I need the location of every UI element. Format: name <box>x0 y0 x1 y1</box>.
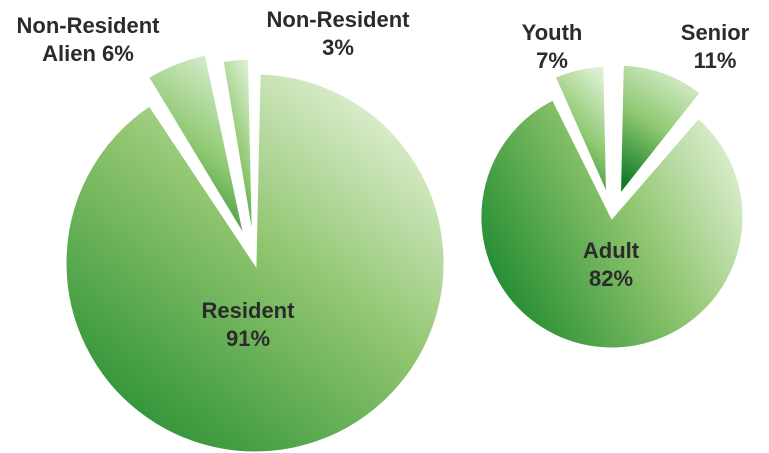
pie-slice-non-resident <box>220 56 256 249</box>
data-label-youth: Youth 7% <box>522 20 583 73</box>
data-label-non-resident-alien: Non-Resident Alien 6% <box>17 13 161 66</box>
pie-slice-resident <box>63 71 447 453</box>
data-label-adult: Adult 82% <box>583 238 640 291</box>
pie-chart-residency <box>63 52 447 453</box>
chart-labels: Resident 91% Non-Resident Alien 6% Non-Resid… <box>17 7 750 351</box>
pie-slice-youth <box>552 63 610 199</box>
data-label-resident: Resident 91% <box>202 298 296 351</box>
pie-slice-non-resident-alien <box>145 52 248 241</box>
pie-slice-senior <box>617 62 704 201</box>
data-label-non-resident: Non-Resident 3% <box>267 7 411 60</box>
pie-chart-age <box>478 62 746 351</box>
data-label-senior: Senior 11% <box>681 20 750 73</box>
pie-slice-adult <box>478 96 746 351</box>
